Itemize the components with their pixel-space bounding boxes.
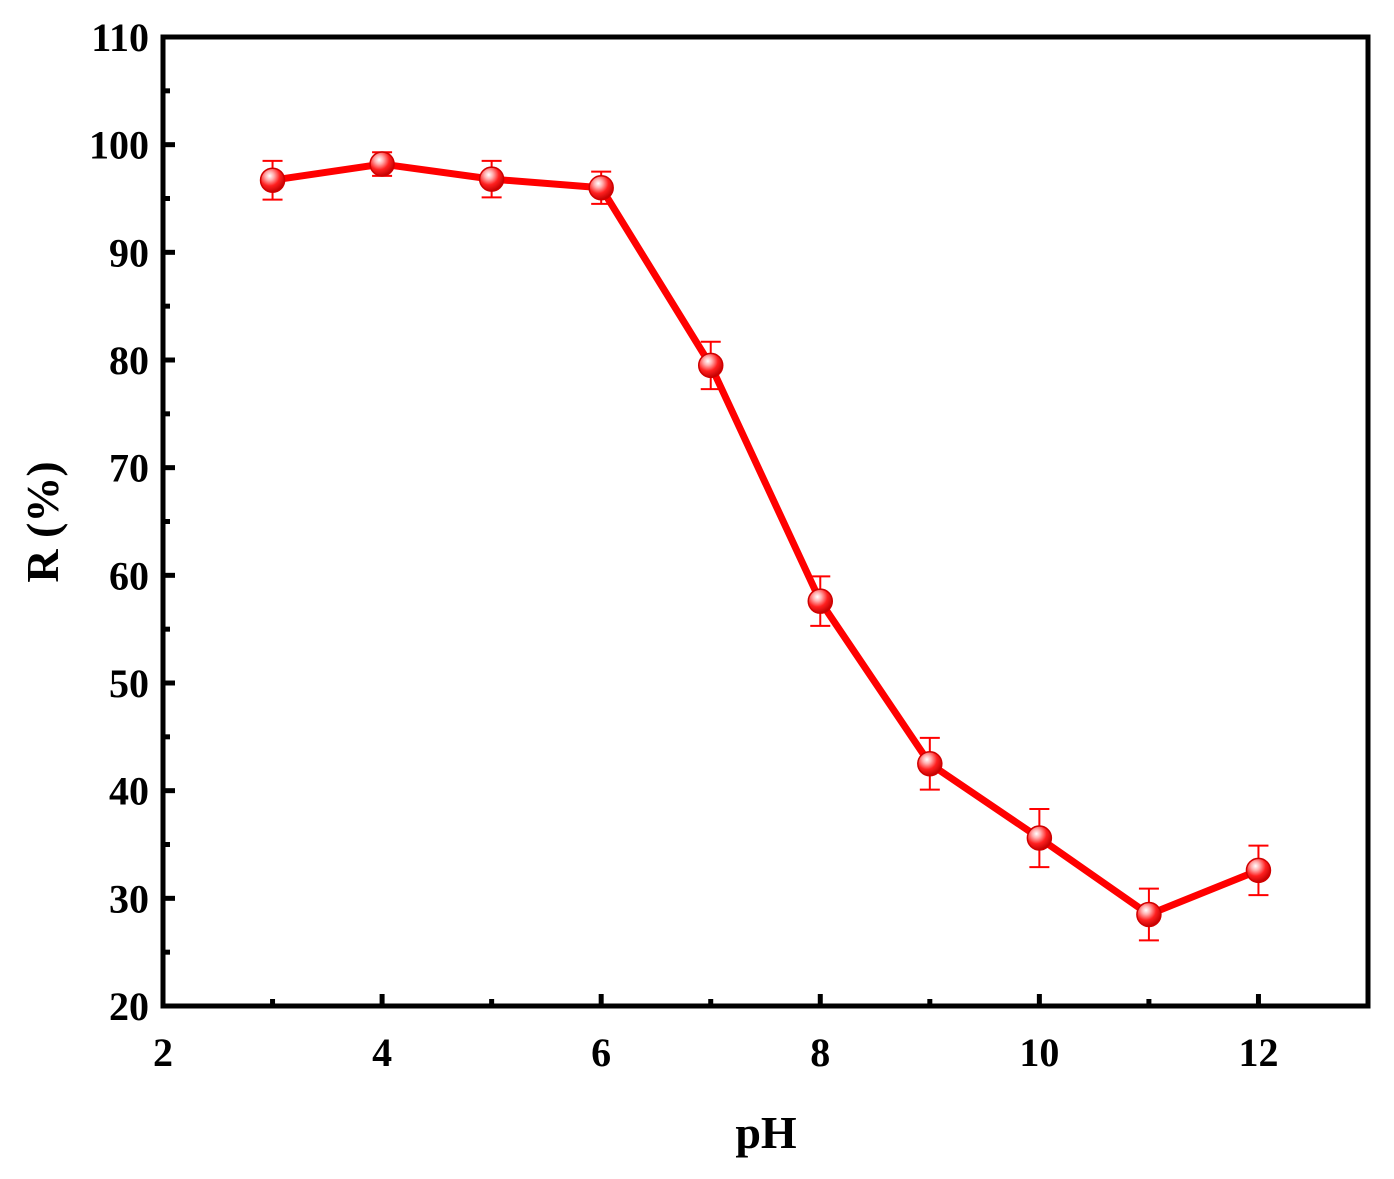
y-tick-label: 50 [109,661,149,706]
x-tick-label: 4 [372,1030,392,1075]
data-point [807,588,834,614]
data-point [369,151,395,177]
data-point [1245,857,1272,884]
y-tick-label: 90 [109,230,149,275]
y-tick-label: 40 [109,769,149,814]
x-tick-label: 12 [1238,1030,1278,1075]
y-tick-label: 60 [109,553,149,598]
data-point [697,352,724,379]
y-tick-label: 20 [109,984,149,1029]
data-point [478,166,505,192]
y-tick-label: 80 [109,338,149,383]
plot-frame [160,34,1371,1009]
data-point [1026,825,1053,851]
series-line [272,160,1260,918]
y-tick-label: 110 [91,15,149,60]
y-tick-label: 30 [109,876,149,921]
x-tick-label: 2 [153,1030,173,1075]
data-point [917,751,943,777]
y-tick-label: 100 [89,123,149,168]
data-point [259,167,286,193]
y-axis-title: R (%) [17,461,68,582]
x-tick-label: 6 [591,1030,611,1075]
y-tick-label: 70 [109,446,149,491]
data-point [1136,901,1162,928]
x-axis-title: pH [735,1107,797,1158]
data-point [588,174,614,201]
x-tick-label: 10 [1019,1030,1059,1075]
x-tick-label: 8 [810,1030,830,1075]
